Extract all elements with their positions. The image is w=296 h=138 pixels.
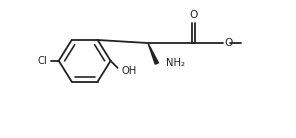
Text: NH₂: NH₂ [166,58,185,68]
Text: O: O [224,38,233,48]
Text: Cl: Cl [37,56,47,66]
Text: OH: OH [122,66,137,76]
Text: O: O [189,10,198,20]
Polygon shape [148,43,158,64]
